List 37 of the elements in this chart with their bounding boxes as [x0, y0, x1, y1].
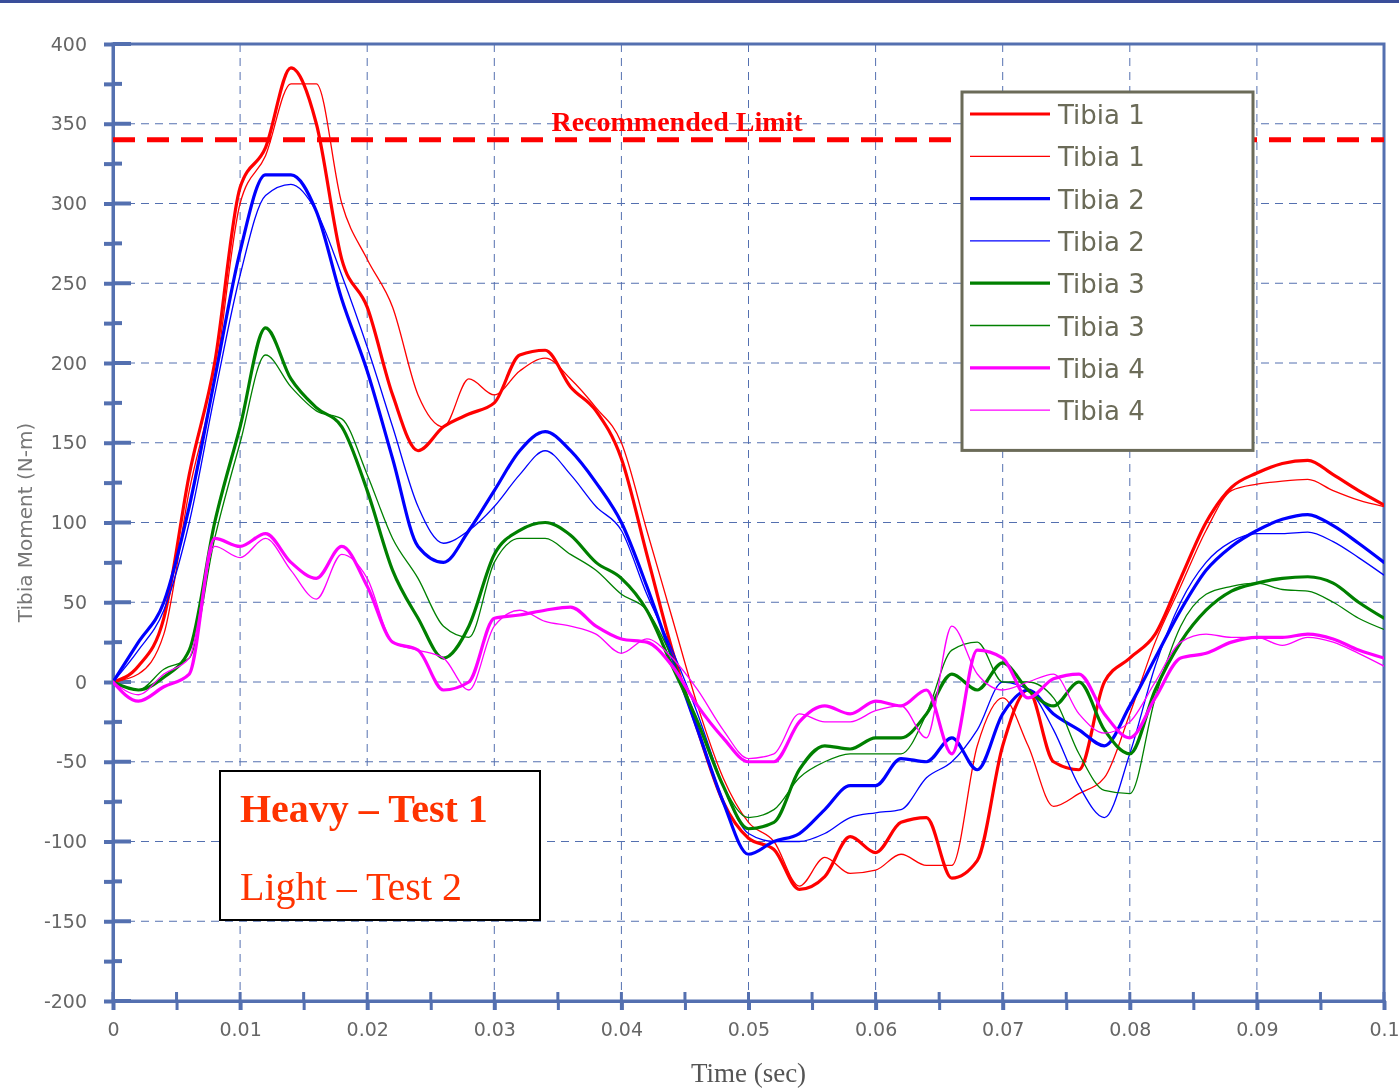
legend-label: Tibia 3	[1057, 269, 1145, 300]
x-tick-label: 0	[107, 1018, 120, 1041]
x-tick-label: 0.06	[854, 1018, 898, 1041]
y-tick-label: -100	[43, 830, 87, 853]
y-tick-label: -200	[43, 989, 87, 1012]
x-tick-label: 0.1	[1369, 1018, 1399, 1041]
y-tick-label: 300	[50, 192, 87, 215]
annotation: Light – Test 2	[240, 864, 463, 909]
y-tick-label: -50	[55, 750, 87, 773]
x-tick-label: 0.09	[1236, 1018, 1279, 1041]
x-tick-label: 0.01	[219, 1018, 262, 1041]
legend-label: Tibia 1	[1057, 142, 1145, 173]
x-tick-label: 0.03	[473, 1018, 516, 1041]
y-tick-label: 150	[50, 431, 87, 454]
y-tick-label: -150	[43, 909, 87, 932]
y-tick-label: 0	[74, 670, 87, 693]
y-tick-label: 250	[50, 271, 87, 294]
y-tick-label: 100	[50, 511, 87, 534]
y-tick-label: 350	[50, 112, 87, 135]
y-axis-title: Tibia Moment (N-m)	[13, 422, 37, 624]
y-tick-label: 50	[62, 590, 87, 613]
x-tick-label: 0.05	[727, 1018, 771, 1041]
legend-label: Tibia 2	[1057, 226, 1145, 257]
x-axis-title: Time (sec)	[690, 1058, 807, 1088]
legend-label: Tibia 3	[1057, 311, 1145, 342]
x-tick-label: 0.02	[346, 1018, 389, 1041]
x-tick-label: 0.04	[600, 1018, 644, 1041]
y-tick-label: 200	[50, 351, 87, 374]
x-tick-label: 0.08	[1109, 1018, 1152, 1041]
legend-label: Tibia 2	[1057, 184, 1145, 215]
ref-line-label: Recommended Limit	[551, 105, 804, 137]
legend-label: Tibia 4	[1057, 353, 1145, 384]
legend-label: Tibia 4	[1057, 396, 1145, 427]
x-tick-label: 0.07	[982, 1018, 1025, 1041]
legend-label: Tibia 1	[1057, 100, 1145, 130]
annotation: Heavy – Test 1	[240, 786, 488, 831]
y-tick-label: 400	[50, 32, 87, 55]
